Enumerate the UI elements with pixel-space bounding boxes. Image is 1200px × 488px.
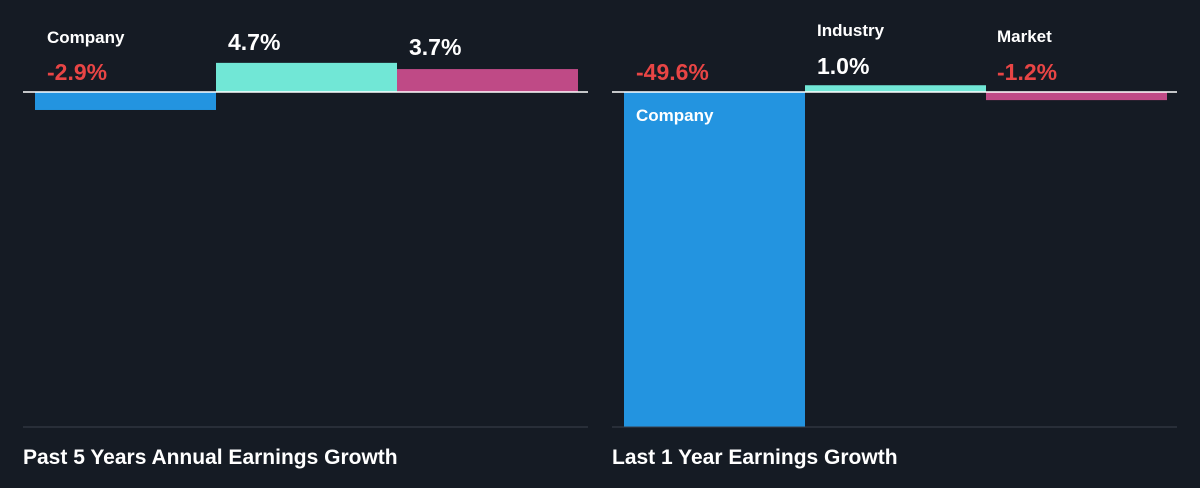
industry-name-label: Industry bbox=[817, 21, 885, 40]
market-value-label: -1.2% bbox=[997, 59, 1057, 85]
industry-bar bbox=[805, 85, 986, 92]
market-bar bbox=[397, 69, 578, 92]
market-value-label: 3.7% bbox=[409, 34, 461, 60]
chart-title: Past 5 Years Annual Earnings Growth bbox=[23, 446, 398, 469]
company-name-label: Company bbox=[47, 28, 125, 47]
company-value-label: -2.9% bbox=[47, 59, 107, 85]
chart-title: Last 1 Year Earnings Growth bbox=[612, 446, 898, 469]
company-name-label: Company bbox=[636, 106, 714, 125]
past-5-years-chart: Company -2.9% 4.7% 3.7% Past 5 Years Annual … bbox=[23, 28, 588, 469]
last-1-year-chart: Company Industry Market -49.6% 1.0% -1.2% Last… bbox=[612, 21, 1177, 469]
market-name-label: Market bbox=[997, 27, 1052, 46]
company-bar bbox=[624, 92, 805, 428]
company-value-label: -49.6% bbox=[636, 59, 709, 85]
industry-value-label: 4.7% bbox=[228, 29, 280, 55]
market-bar bbox=[986, 92, 1167, 101]
industry-bar bbox=[216, 62, 397, 92]
industry-value-label: 1.0% bbox=[817, 53, 869, 79]
company-bar bbox=[35, 92, 216, 110]
